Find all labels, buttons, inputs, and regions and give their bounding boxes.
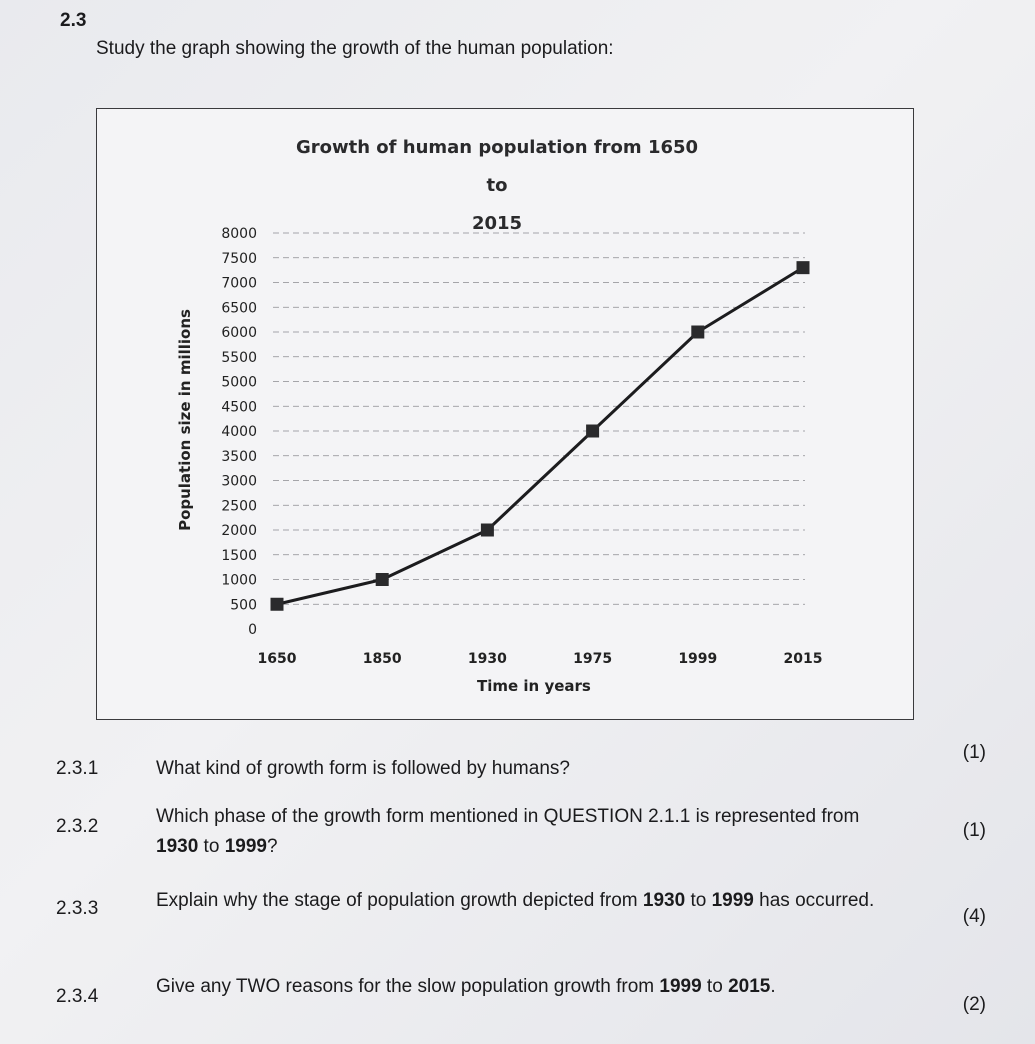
question-text: Which phase of the growth form mentioned… <box>156 802 876 862</box>
data-point-marker <box>691 325 705 339</box>
y-tick-label: 3500 <box>221 449 257 465</box>
question-text-part: Which phase of the growth form mentioned… <box>156 806 860 827</box>
y-tick-label: 6000 <box>221 325 257 341</box>
question-text-part: has occurred. <box>753 890 875 911</box>
y-tick-label: 7000 <box>221 276 257 292</box>
y-tick-label: 8000 <box>221 226 257 242</box>
question-year: 2015 <box>728 976 771 997</box>
chart-title: Growth of human population from 1650 to … <box>287 129 707 243</box>
question-number: 2.3.3 <box>56 898 99 919</box>
y-axis-label: Population size in millions <box>176 309 194 531</box>
data-point-marker <box>375 573 389 586</box>
x-tick-label: 1650 <box>258 651 297 667</box>
x-tick-label: 1999 <box>678 651 717 667</box>
question-number: 2.3.4 <box>56 986 99 1007</box>
x-tick-label: 2015 <box>784 651 823 667</box>
data-point-marker <box>586 424 600 438</box>
data-point-marker <box>480 523 494 537</box>
intro-text: Study the graph showing the growth of th… <box>96 38 614 59</box>
data-point-marker <box>796 261 810 275</box>
question-text: Give any TWO reasons for the slow popula… <box>156 972 876 1002</box>
data-point-marker <box>270 597 284 611</box>
question-text-part: to <box>701 976 729 997</box>
y-tick-label: 1000 <box>221 573 257 589</box>
question-number: 2.3.1 <box>56 758 99 779</box>
question-text-part: to <box>685 890 712 911</box>
question-marks: (2) <box>962 994 986 1015</box>
question-year: 1999 <box>659 976 702 997</box>
x-axis-label: Time in years <box>477 677 591 695</box>
y-tick-label: 5000 <box>221 375 257 391</box>
chart-figure: Growth of human population from 1650 to … <box>96 108 914 720</box>
question-text-part: ? <box>266 836 278 857</box>
question-marks: (1) <box>962 820 986 841</box>
y-tick-label: 2000 <box>221 523 257 539</box>
x-tick-label: 1930 <box>468 651 507 667</box>
question-text-part: Explain why the stage of population grow… <box>156 890 643 911</box>
y-tick-label: 5500 <box>221 350 257 366</box>
section-number: 2.3 <box>60 10 87 31</box>
question-marks: (1) <box>962 742 986 763</box>
question-text: Explain why the stage of population grow… <box>156 886 876 916</box>
chart-title-line2: 2015 <box>471 213 523 234</box>
population-series-line <box>276 266 804 606</box>
question-year: 1999 <box>711 890 754 911</box>
y-tick-label: 0 <box>248 622 257 638</box>
question-text-part: to <box>198 836 225 857</box>
y-tick-label: 7500 <box>221 251 257 267</box>
y-tick-label: 500 <box>230 597 257 613</box>
y-tick-label: 6500 <box>221 300 257 316</box>
y-tick-label: 3000 <box>221 474 257 490</box>
y-tick-label: 1500 <box>221 548 257 564</box>
y-tick-label: 4500 <box>221 399 257 415</box>
chart-title-line1: Growth of human population from 1650 to <box>295 137 699 196</box>
question-year: 1999 <box>224 836 267 857</box>
question-text-part: . <box>770 976 776 997</box>
question-text: What kind of growth form is followed by … <box>156 758 570 779</box>
question-marks: (4) <box>962 906 986 927</box>
x-tick-label: 1850 <box>363 651 402 667</box>
question-year: 1930 <box>156 836 199 857</box>
question-number: 2.3.2 <box>56 816 99 837</box>
line-chart: 0 500 1000 1500 2000 2500 3000 3500 4000 4500 5000… <box>221 226 823 667</box>
y-tick-label: 4000 <box>221 424 257 440</box>
y-tick-label: 2500 <box>221 498 257 514</box>
x-tick-label: 1975 <box>573 651 612 667</box>
question-year: 1930 <box>642 890 686 911</box>
question-text-part: Give any TWO reasons for the slow popula… <box>156 976 660 997</box>
